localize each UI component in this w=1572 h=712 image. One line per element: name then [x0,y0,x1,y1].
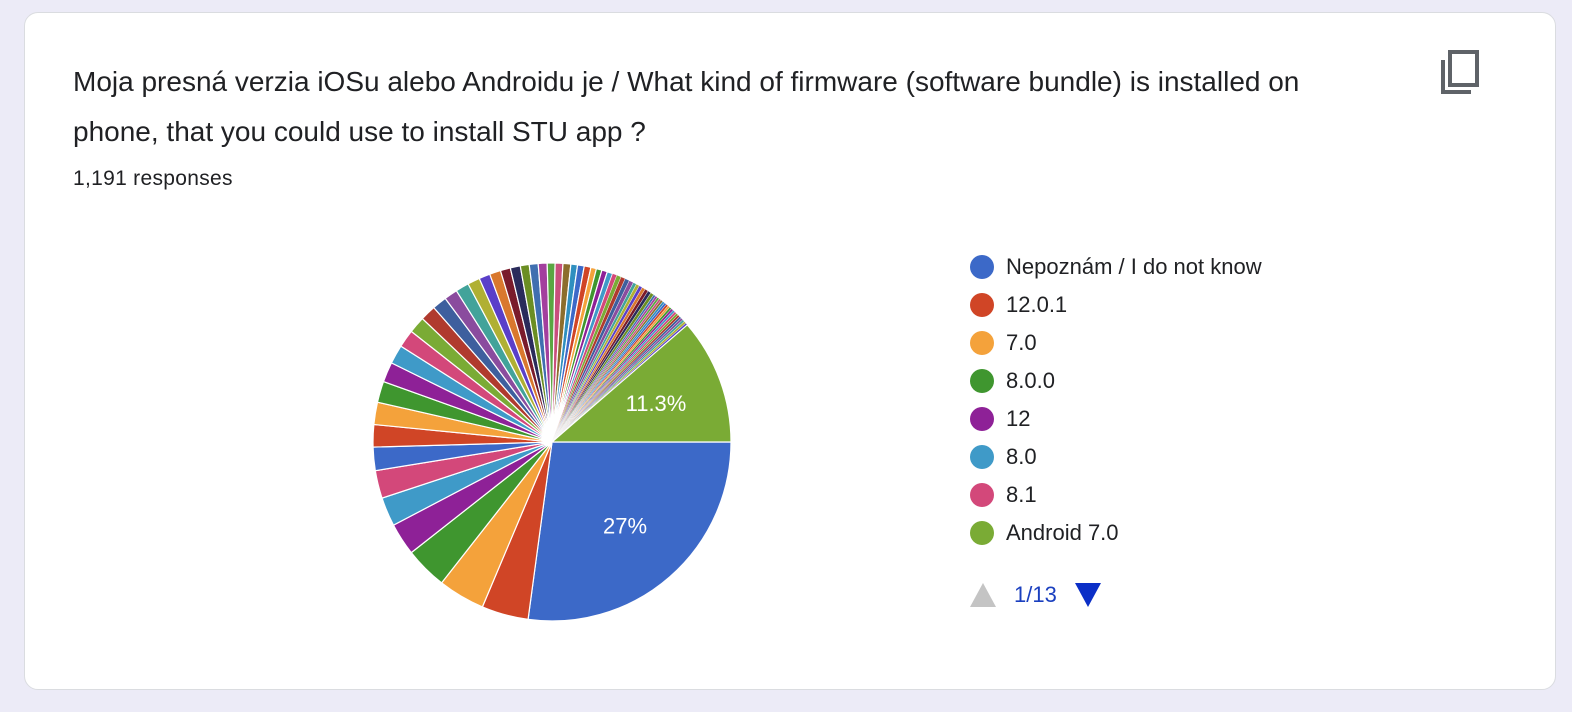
pie-slice-label: 27% [603,514,647,539]
question-title: Moja presná verzia iOSu alebo Androidu j… [73,66,1300,147]
legend-item: 8.0 [970,438,1262,476]
legend-pager: 1/13 [970,582,1101,608]
pie-chart: 27% 11.3% [372,262,732,622]
legend-label: Android 7.0 [1006,520,1119,545]
legend-item: Nepoznám / I do not know [970,248,1262,286]
legend-label: 7.0 [1006,330,1037,355]
legend-label: 8.1 [1006,482,1037,507]
question-card: Moja presná verzia iOSu alebo Androidu j… [24,12,1556,690]
legend-swatch [970,331,994,355]
legend-swatch [970,483,994,507]
legend-swatch [970,521,994,545]
legend-item: 8.1 [970,476,1262,514]
copy-icon[interactable] [1437,48,1481,96]
pie-slice-label: 11.3% [626,391,687,416]
pager-label: 1/13 [1014,582,1057,607]
legend-swatch [970,293,994,317]
legend-swatch [970,255,994,279]
pie-slice[interactable] [550,323,732,443]
legend-item: 12.0.1 [970,286,1262,324]
legend: Nepoznám / I do not know 12.0.1 7.0 8.0.0 12… [970,248,1262,552]
legend-item: Android 7.0 [970,514,1262,552]
legend-label: Nepoznám / I do not know [1006,254,1262,279]
legend-swatch [970,407,994,431]
triangle-up-icon[interactable] [970,583,996,607]
legend-swatch [970,369,994,393]
legend-item: 8.0.0 [970,362,1262,400]
legend-label: 8.0.0 [1006,368,1055,393]
response-count: 1,191 responses [73,167,233,190]
legend-label: 12 [1006,406,1031,431]
pie-slice[interactable] [527,441,732,622]
legend-swatch [970,445,994,469]
legend-label: 12.0.1 [1006,292,1068,317]
legend-item: 7.0 [970,324,1262,362]
legend-item: 12 [970,400,1262,438]
triangle-down-icon[interactable] [1074,583,1101,607]
legend-label: 8.0 [1006,444,1037,469]
